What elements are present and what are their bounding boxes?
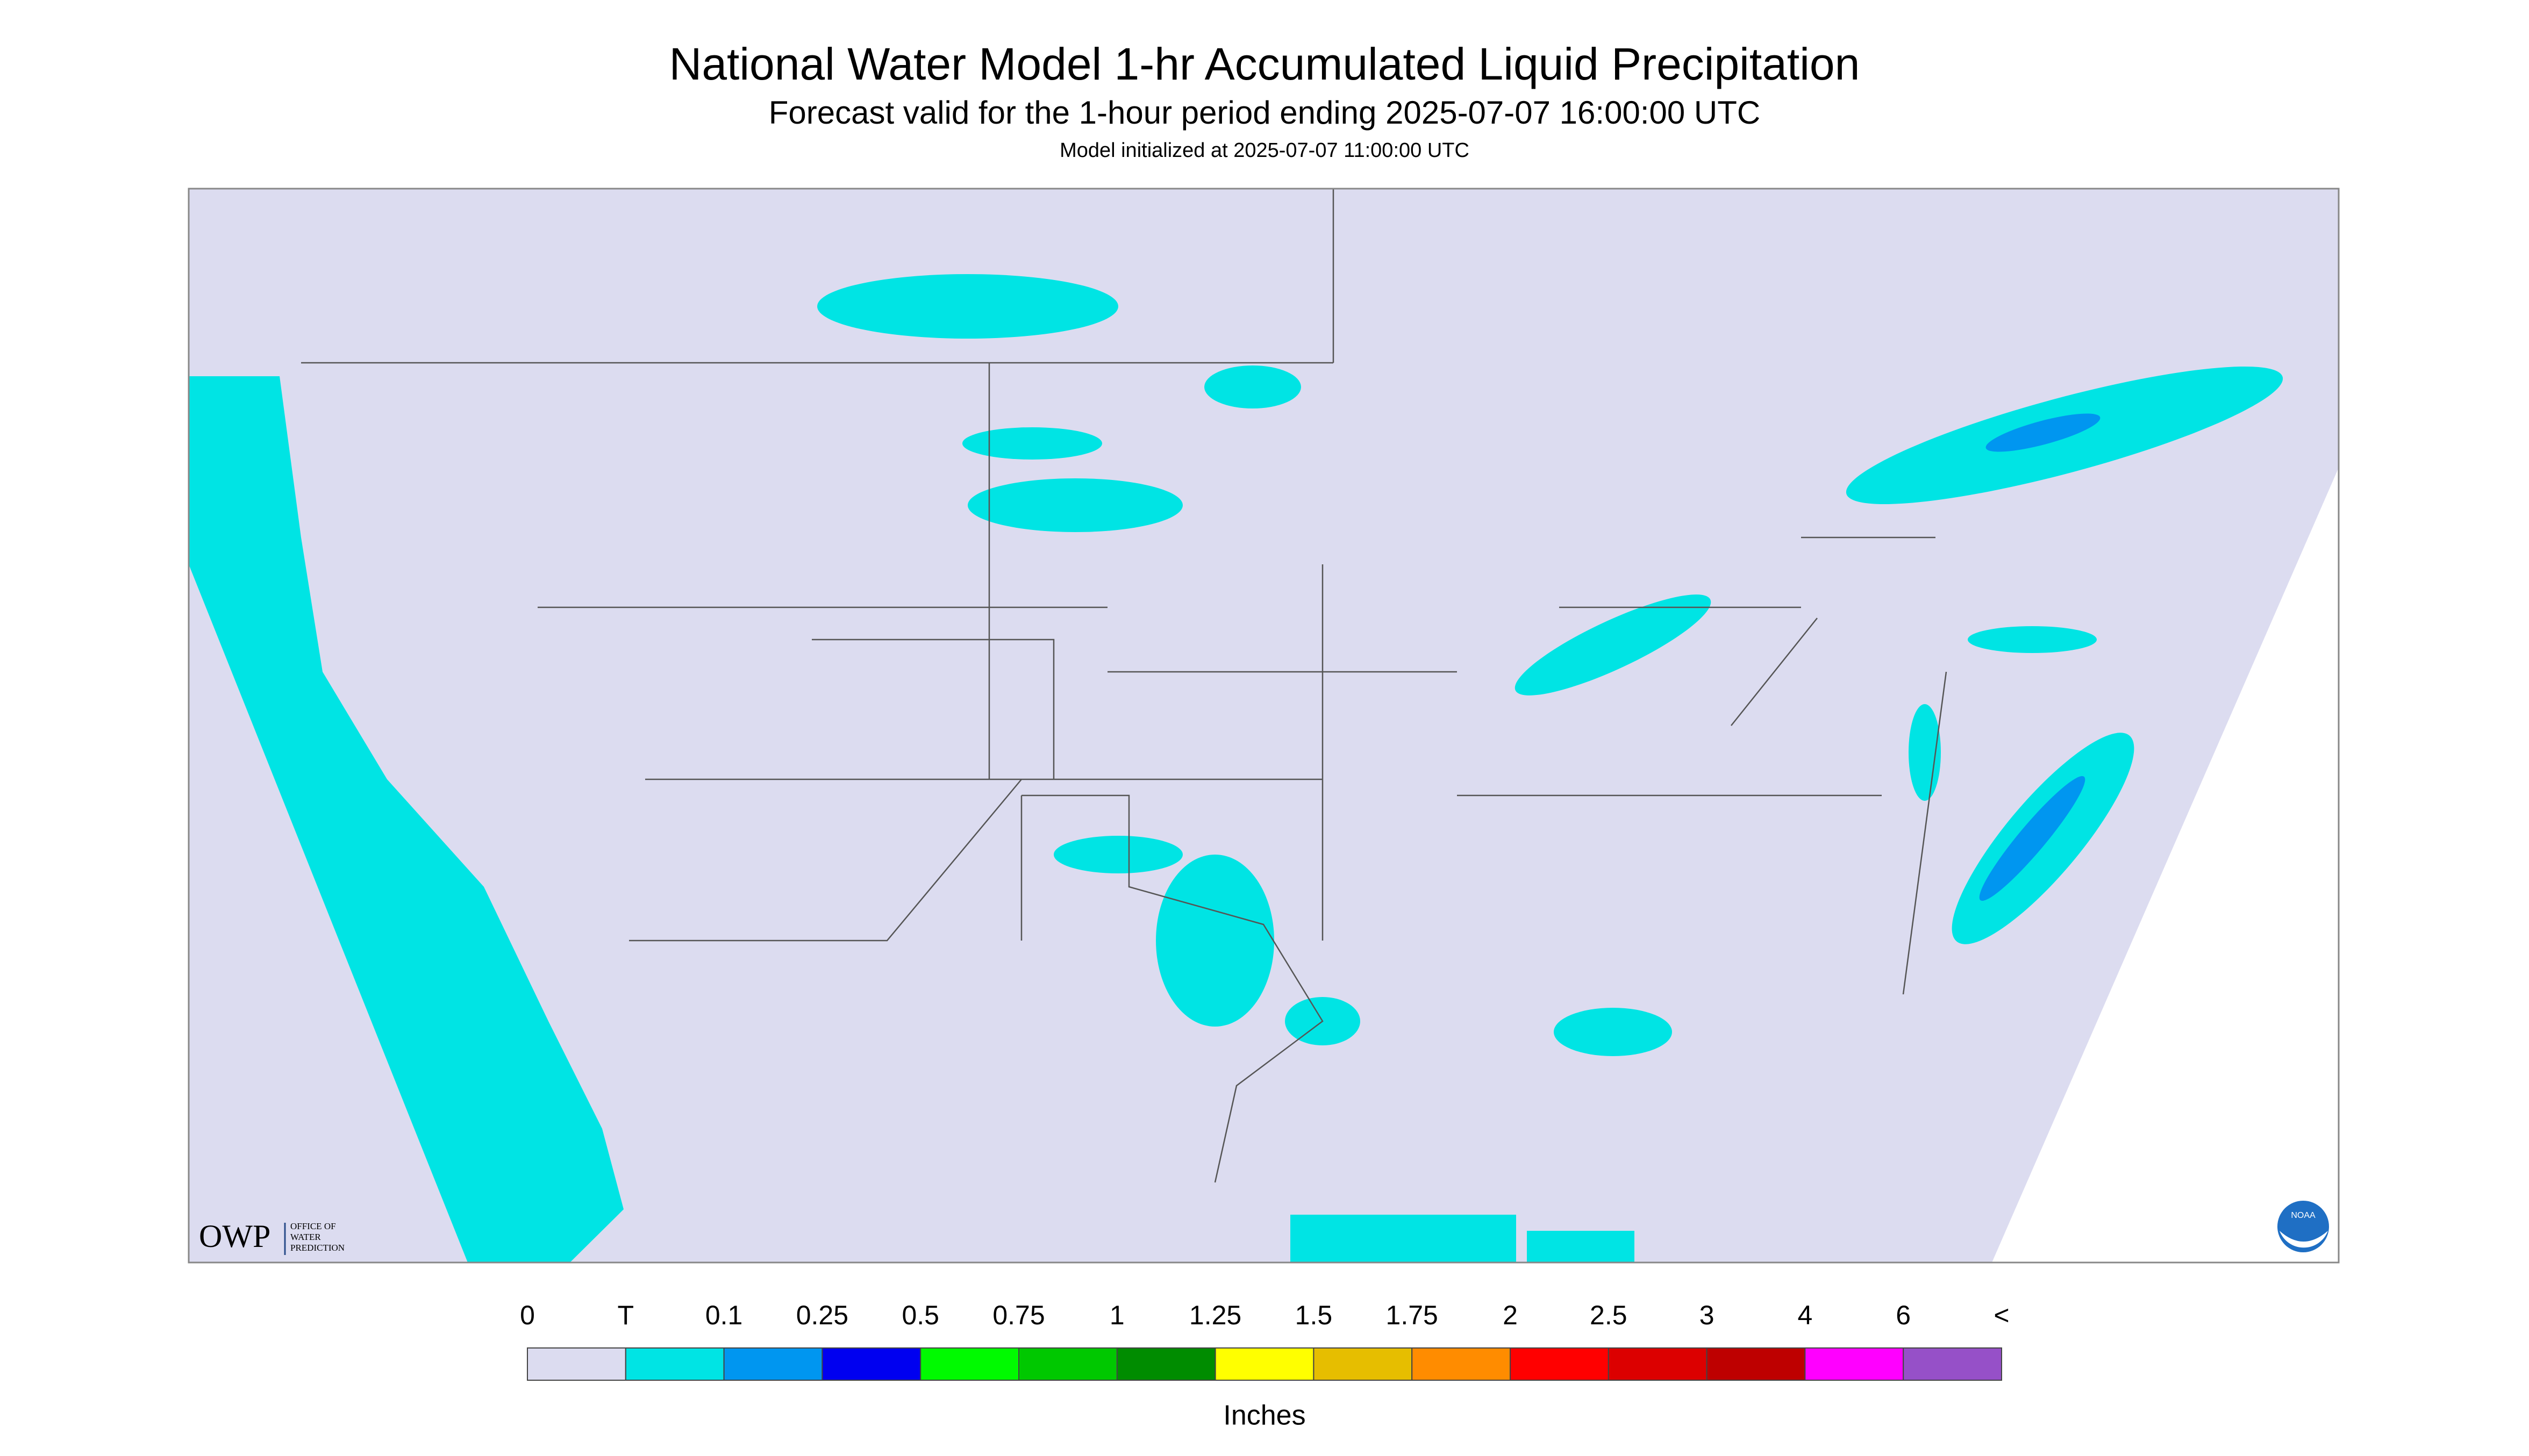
logo-text: WATER xyxy=(290,1232,321,1242)
legend-label: 0.1 xyxy=(705,1300,743,1330)
legend-units: Inches xyxy=(1223,1400,1305,1431)
legend-swatch xyxy=(920,1347,1019,1381)
legend-label: 0.25 xyxy=(796,1300,848,1330)
legend-swatch xyxy=(821,1347,921,1381)
legend-swatch xyxy=(527,1347,626,1381)
legend-label: 1 xyxy=(1110,1300,1125,1330)
out-of-domain xyxy=(1992,468,2339,1263)
legend-label: 1.25 xyxy=(1189,1300,1241,1330)
legend-swatch xyxy=(1706,1347,1806,1381)
subtitle: Forecast valid for the 1-hour period end… xyxy=(769,95,1760,131)
legend-label: 2.5 xyxy=(1590,1300,1627,1330)
owp-logo: OWP OFFICE OF WATER PREDICTION xyxy=(199,1218,345,1255)
legend-swatch xyxy=(1018,1347,1118,1381)
logo-text: OFFICE OF xyxy=(290,1221,336,1231)
legend-label: 6 xyxy=(1896,1300,1911,1330)
legend-swatch xyxy=(1411,1347,1511,1381)
agency: NOAA xyxy=(2291,1211,2316,1220)
legend-label: 1.5 xyxy=(1295,1300,1333,1330)
noaa-logo: NOAA xyxy=(2277,1201,2329,1252)
legend-label: 0.5 xyxy=(902,1300,939,1330)
precip-areas xyxy=(817,274,2283,1263)
legend-swatch xyxy=(1510,1347,1609,1381)
legend-swatch xyxy=(1215,1347,1314,1381)
title: National Water Model 1-hr Accumulated Li… xyxy=(669,39,1860,89)
logo-text: PREDICTION xyxy=(290,1243,345,1253)
logo-name: OWP xyxy=(199,1218,270,1254)
legend-label: 0 xyxy=(520,1300,535,1330)
borders xyxy=(301,189,1947,1183)
legend-swatch xyxy=(1608,1347,1708,1381)
legend-swatch xyxy=(1116,1347,1216,1381)
map-frame xyxy=(188,188,2340,1264)
legend-label: T xyxy=(618,1300,634,1330)
legend-label: 1.75 xyxy=(1386,1300,1438,1330)
map: OWP OFFICE OF WATER PREDICTION NOAA xyxy=(188,188,2340,1264)
legend-swatch xyxy=(625,1347,725,1381)
legend-label: 3 xyxy=(1699,1300,1714,1330)
pacific-precip xyxy=(189,376,624,1263)
legend-label: 4 xyxy=(1797,1300,1812,1330)
legend-swatch xyxy=(1903,1347,2002,1381)
legend-label: < xyxy=(1994,1300,2009,1330)
legend-label: 0.75 xyxy=(992,1300,1045,1330)
legend-label: 2 xyxy=(1503,1300,1518,1330)
legend-swatch xyxy=(723,1347,823,1381)
legend-swatch xyxy=(1804,1347,1904,1381)
legend-swatch xyxy=(1313,1347,1413,1381)
legend: 0 T 0.1 0.25 0.5 0.75 1 1.25 1.5 1.75 2 2.5 3 4 6 < xyxy=(520,1300,2010,1381)
init-time: Model initialized at 2025-07-07 11:00:00… xyxy=(1060,139,1469,162)
